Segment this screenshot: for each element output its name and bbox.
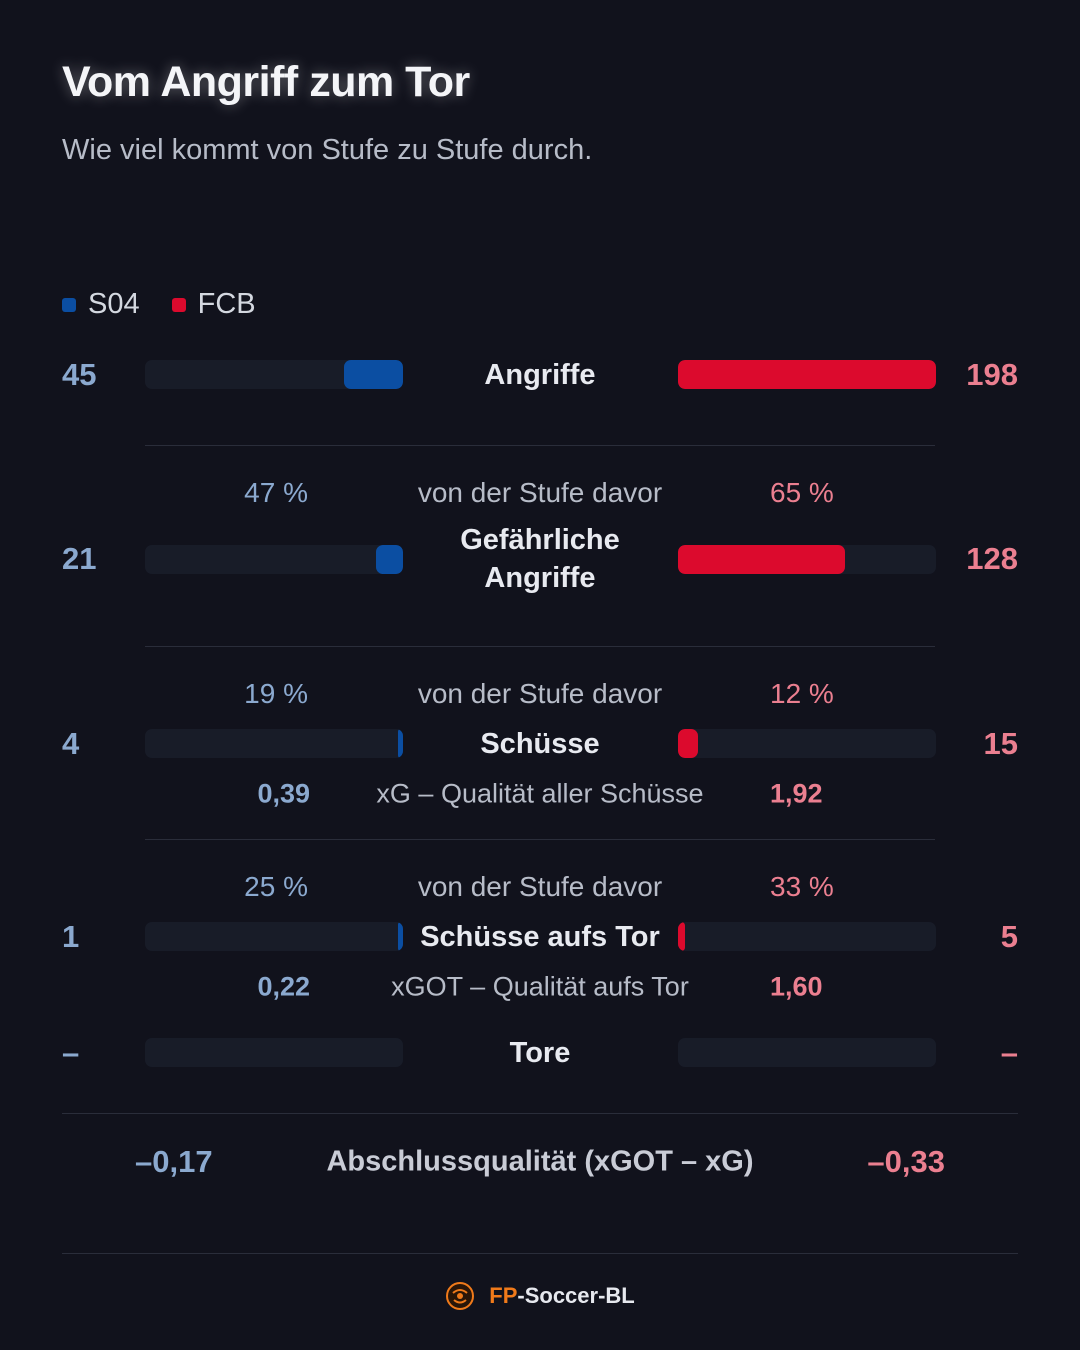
fcb-conversion-schuesse: 12 %	[770, 678, 834, 709]
fcb-track-tore	[678, 1038, 936, 1067]
fcb-bar-aufs-tor	[678, 922, 685, 951]
fcb-track-aufs-tor	[678, 922, 936, 951]
abschlussqualitaet-label: Abschlussqualität (xGOT – xG)	[326, 1145, 754, 1178]
s04-xg-value: 0,39	[257, 778, 310, 809]
fcb-xgot-value: 1,60	[770, 971, 823, 1002]
s04-xgot-value: 0,22	[257, 971, 310, 1002]
s04-track-schuesse	[145, 729, 403, 758]
s04-track-angriffe	[145, 360, 403, 389]
s04-conversion-gefaehrliche: 47 %	[244, 477, 308, 508]
divider	[145, 646, 935, 647]
fcb-value-angriffe: 198	[966, 357, 1018, 392]
stage-label-aufs-tor: Schüsse aufs Tor	[420, 921, 660, 953]
soccer-ball-logo-icon	[446, 1282, 475, 1310]
divider	[145, 839, 935, 840]
conversion-label: von der Stufe davor	[417, 871, 663, 902]
s04-track-gefaehrliche	[145, 545, 403, 574]
s04-conversion-schuesse: 19 %	[244, 678, 308, 709]
divider	[62, 1113, 1018, 1114]
chart-title: Vom Angriff zum Tor	[62, 58, 470, 106]
legend-swatch-s04	[62, 297, 76, 312]
s04-value-schuesse: 4	[62, 726, 80, 761]
s04-value-tore: –	[62, 1035, 80, 1070]
fcb-conversion-gefaehrliche: 65 %	[770, 477, 834, 508]
legend-item-fcb: FCB	[171, 288, 256, 321]
stage-label-schuesse: Schüsse	[480, 728, 600, 760]
s04-value-aufs-tor: 1	[62, 919, 80, 954]
stage-label-angriffe: Angriffe	[484, 359, 596, 391]
fcb-conversion-aufs-tor: 33 %	[770, 871, 834, 902]
fcb-abschlussqualitaet: –0,33	[867, 1144, 945, 1179]
s04-bar-angriffe	[344, 360, 403, 389]
xg-label: xG – Qualität aller Schüsse	[376, 778, 704, 809]
legend-label-s04: S04	[88, 288, 140, 320]
s04-bar-gefaehrliche	[375, 545, 403, 574]
conversion-label: von der Stufe davor	[417, 678, 663, 709]
conversion-label: von der Stufe davor	[417, 477, 663, 508]
s04-track-aufs-tor	[145, 922, 403, 951]
fcb-value-tore: –	[1000, 1035, 1018, 1070]
divider	[145, 445, 935, 446]
fcb-bar-gefaehrliche	[678, 545, 845, 574]
fcb-track-gefaehrliche	[678, 545, 936, 574]
brand-prefix: FP	[489, 1283, 518, 1308]
fcb-value-schuesse: 15	[983, 726, 1018, 761]
fcb-track-angriffe	[678, 360, 936, 389]
stage-label-gefaehrliche: Gefährliche Angriffe	[460, 524, 620, 594]
stage-label-tore: Tore	[509, 1037, 571, 1069]
fcb-value-gefaehrliche: 128	[966, 541, 1018, 576]
footer-brand: FP -Soccer-BL	[0, 1281, 1080, 1311]
s04-bar-aufs-tor	[398, 922, 403, 951]
fcb-value-aufs-tor: 5	[1000, 919, 1018, 954]
fcb-bar-schuesse	[678, 729, 698, 758]
s04-conversion-aufs-tor: 25 %	[244, 871, 308, 902]
legend: S04 FCB	[62, 288, 288, 321]
s04-abschlussqualitaet: –0,17	[135, 1144, 213, 1179]
fcb-xg-value: 1,92	[770, 778, 823, 809]
s04-value-angriffe: 45	[62, 357, 97, 392]
s04-bar-schuesse	[397, 729, 403, 758]
fcb-track-schuesse	[678, 729, 936, 758]
xgot-label: xGOT – Qualität aufs Tor	[391, 971, 689, 1002]
legend-item-s04: S04	[62, 288, 140, 321]
divider	[62, 1253, 1018, 1254]
s04-track-tore	[145, 1038, 403, 1067]
legend-label-fcb: FCB	[197, 288, 256, 320]
legend-swatch-fcb	[171, 297, 186, 312]
brand-rest: -Soccer-BL	[517, 1283, 635, 1308]
fcb-bar-angriffe	[678, 360, 936, 389]
chart-subtitle: Wie viel kommt von Stufe zu Stufe durch.	[62, 134, 593, 166]
s04-value-gefaehrliche: 21	[62, 541, 97, 576]
